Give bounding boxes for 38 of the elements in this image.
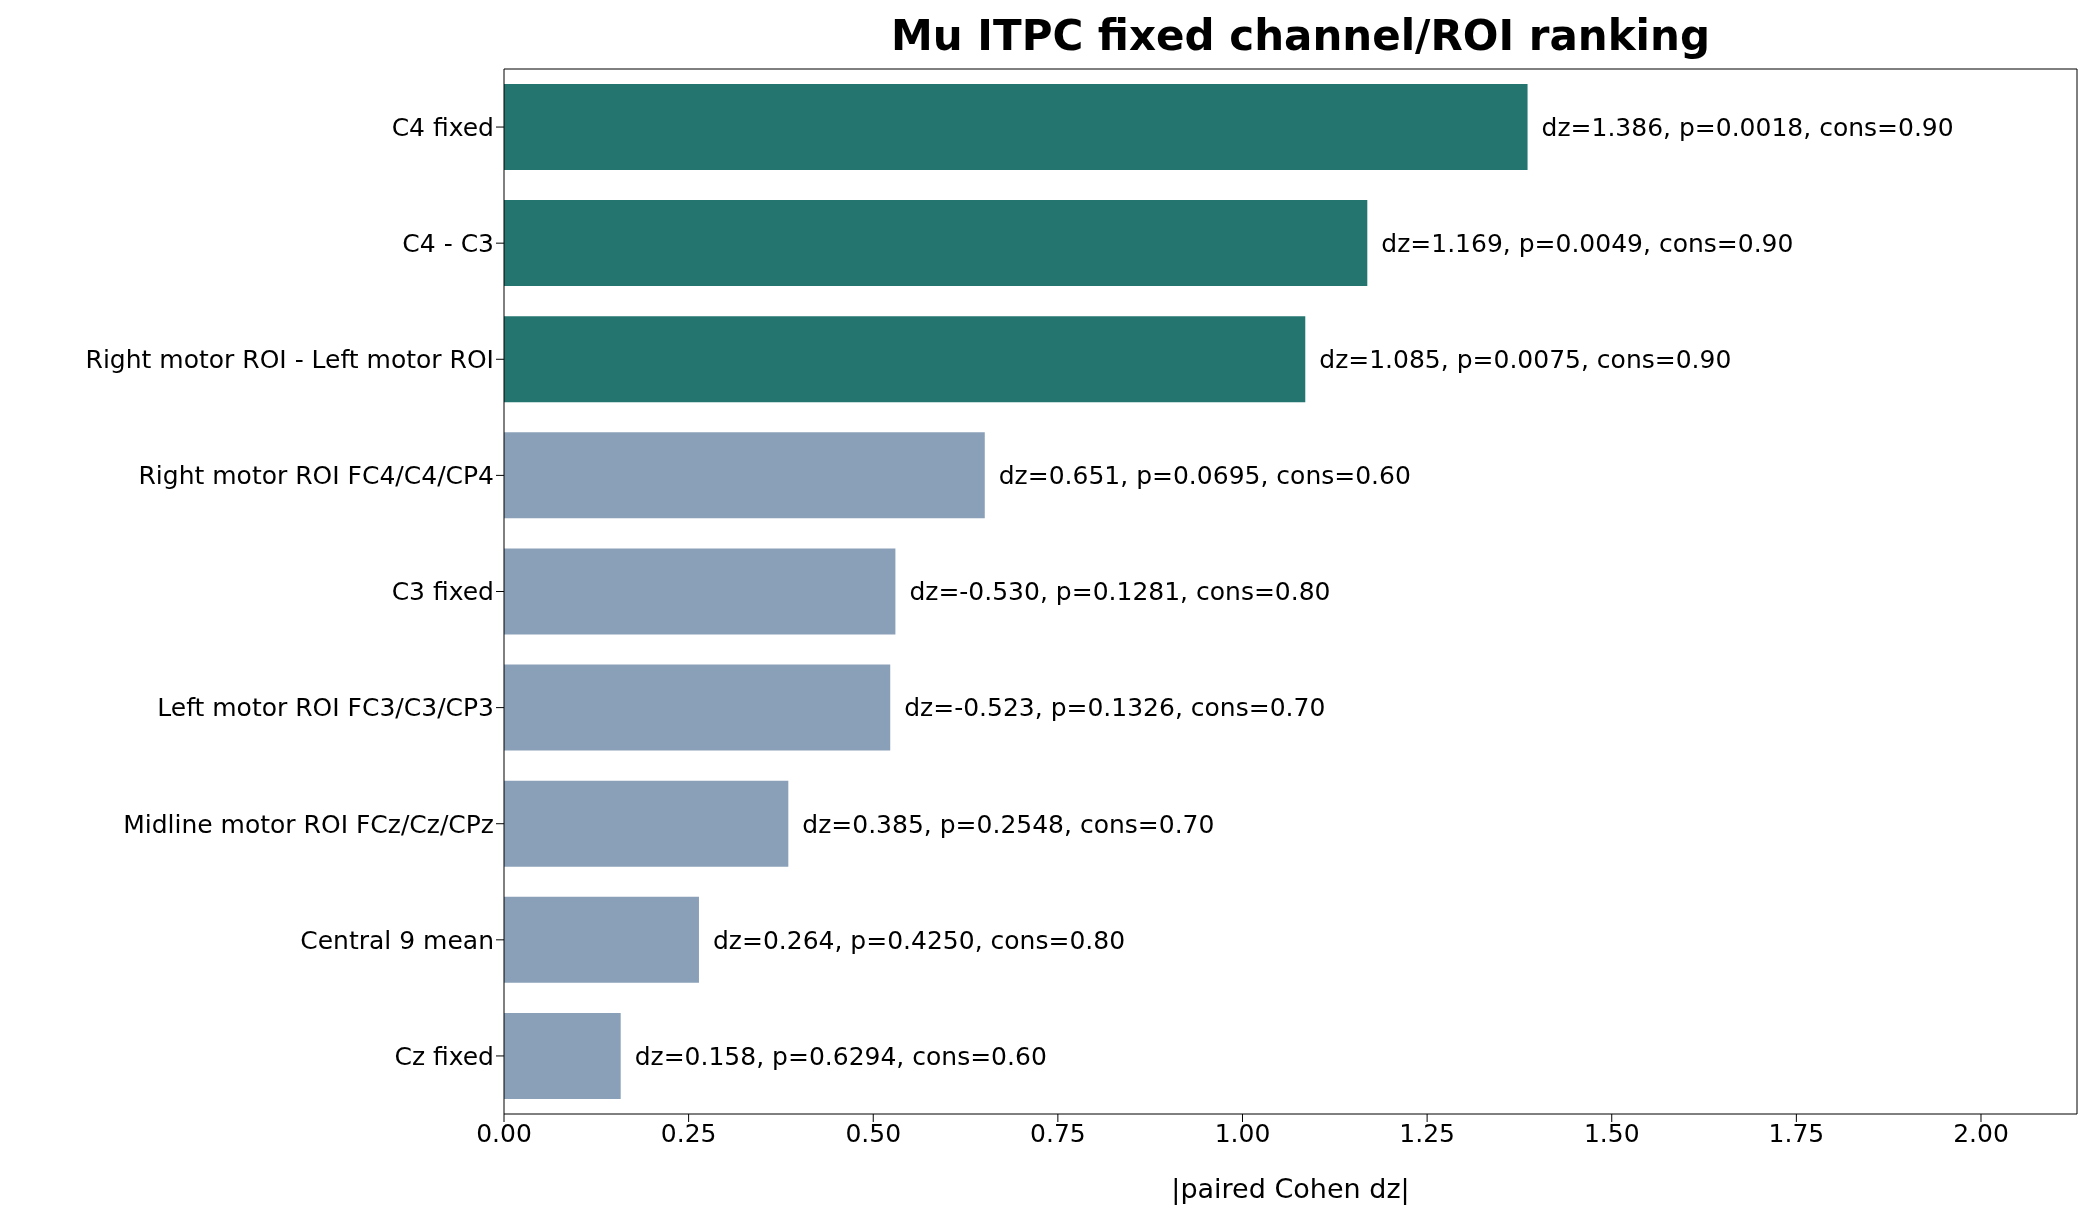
x-axis-title: |paired Cohen dz| [1171, 1173, 1410, 1205]
y-tick-label: C4 - C3 [402, 229, 494, 259]
y-tick-label: C3 fixed [391, 577, 494, 607]
x-tick-label: 1.75 [1768, 1118, 1825, 1148]
bar [504, 896, 699, 983]
bar [504, 200, 1368, 287]
y-tick-label: Right motor ROI FC4/C4/CP4 [138, 461, 494, 491]
x-tick-label: 0.50 [845, 1118, 902, 1148]
bar [504, 1012, 621, 1099]
x-tick-label: 1.25 [1399, 1118, 1455, 1148]
data-label: dz=1.085, p=0.0075, cons=0.90 [1319, 345, 1732, 375]
y-tick-label: C4 fixed [391, 112, 494, 142]
chart-title: Mu ITPC fixed channel/ROI ranking [890, 10, 1711, 62]
data-label: dz=1.169, p=0.0049, cons=0.90 [1381, 228, 1794, 258]
x-tick-label: 1.50 [1583, 1118, 1640, 1148]
x-tick-label: 0.00 [476, 1118, 532, 1148]
bar [504, 780, 789, 867]
y-tick-label: Midline motor ROI FCz/Cz/CPz [123, 809, 494, 839]
data-label: dz=0.385, p=0.2548, cons=0.70 [802, 809, 1215, 839]
data-label: dz=0.264, p=0.4250, cons=0.80 [712, 925, 1126, 955]
bar [504, 432, 985, 519]
x-tick-label: 0.25 [660, 1118, 717, 1148]
bar [504, 84, 1528, 170]
bar [504, 316, 1306, 403]
data-label: dz=0.651, p=0.0695, cons=0.60 [998, 461, 1411, 491]
x-tick-label: 1.00 [1214, 1118, 1271, 1148]
y-tick-label: Right motor ROI - Left motor ROI [85, 345, 494, 375]
bar [504, 548, 896, 635]
y-tick-label: Central 9 mean [300, 925, 494, 955]
data-label: dz=-0.523, p=0.1326, cons=0.70 [904, 693, 1326, 723]
data-label: dz=0.158, p=0.6294, cons=0.60 [634, 1041, 1047, 1071]
bar [504, 664, 891, 751]
y-tick-label: Left motor ROI FC3/C3/CP3 [157, 693, 494, 723]
x-tick-label: 2.00 [1953, 1118, 2009, 1148]
y-tick-label: Cz fixed [394, 1041, 494, 1071]
data-label: dz=1.386, p=0.0018, cons=0.90 [1541, 112, 1954, 142]
data-label: dz=-0.530, p=0.1281, cons=0.80 [909, 577, 1331, 607]
x-tick-label: 0.75 [1030, 1118, 1086, 1148]
